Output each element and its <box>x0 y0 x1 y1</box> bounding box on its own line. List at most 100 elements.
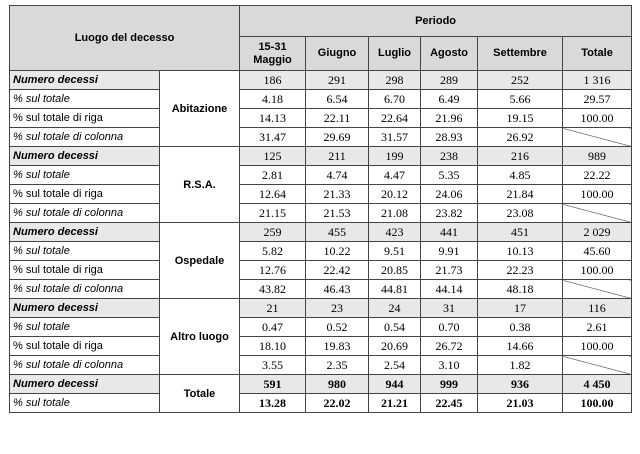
table-row: % sul totale di colonna 31.47 29.69 31.57 28… <box>9 127 633 147</box>
group-label: R.S.A. <box>158 146 241 223</box>
table-row: Numero decessi R.S.A. 125 211 199 238 216 989 <box>9 146 633 223</box>
cell-sul-totale: 10.13 <box>477 241 564 261</box>
cell-numero: 216 <box>477 146 564 166</box>
cell-numero: 2 029 <box>562 222 633 242</box>
row-label-numero: Numero decessi <box>9 146 160 166</box>
row-label-riga: % sul totale di riga <box>9 108 160 128</box>
cell-numero: 125 <box>239 146 307 166</box>
cell-riga: 14.66 <box>477 336 564 356</box>
cell-riga: 21.84 <box>477 184 564 204</box>
cell-sul-totale: 4.18 <box>239 89 307 109</box>
cell-colonna: 23.82 <box>420 203 479 223</box>
cell-colonna <box>562 279 633 299</box>
cell-numero: 252 <box>477 70 564 90</box>
cell-numero: 199 <box>368 146 422 166</box>
cell-colonna: 48.18 <box>477 279 564 299</box>
cell-sul-totale: 9.91 <box>420 241 479 261</box>
cell-sul-totale: 2.61 <box>562 317 633 337</box>
table-row: % sul totale 0.47 0.52 0.54 0.70 0.38 2.61 <box>9 317 633 337</box>
cell-numero: 24 <box>368 298 422 318</box>
cell-numero: 451 <box>477 222 564 242</box>
cell-riga: 19.83 <box>305 336 370 356</box>
cell-sul-totale: 21.03 <box>477 393 564 413</box>
cell-sul-totale: 0.47 <box>239 317 307 337</box>
cell-riga: 22.64 <box>368 108 422 128</box>
cell-colonna: 23.08 <box>477 203 564 223</box>
cell-colonna: 43.82 <box>239 279 307 299</box>
cell-sul-totale: 45.60 <box>562 241 633 261</box>
cell-riga: 12.76 <box>239 260 307 280</box>
cell-riga: 26.72 <box>420 336 479 356</box>
col-header-luglio: Luglio <box>368 36 422 71</box>
cell-sul-totale: 0.52 <box>305 317 370 337</box>
cell-numero: 944 <box>368 374 422 394</box>
periodo-header: Periodo <box>239 5 633 37</box>
group-label: Abitazione <box>158 70 241 147</box>
cell-colonna <box>562 203 633 223</box>
cell-colonna <box>562 127 633 147</box>
row-label-numero: Numero decessi <box>9 298 160 318</box>
table-row: % sul totale 13.28 22.02 21.21 22.45 21.03 100… <box>9 393 633 413</box>
cell-numero: 298 <box>368 70 422 90</box>
cell-numero: 238 <box>420 146 479 166</box>
cell-sul-totale: 22.22 <box>562 165 633 185</box>
cell-numero: 989 <box>562 146 633 166</box>
cell-numero: 17 <box>477 298 564 318</box>
cell-numero: 591 <box>239 374 307 394</box>
row-label-riga: % sul totale di riga <box>9 184 160 204</box>
table-body: Numero decessi Abitazione 186 291 298 289 252 1… <box>9 70 633 413</box>
table-row: Numero decessi Totale 591 980 944 999 936 4 450 <box>9 374 633 413</box>
row-label-colonna: % sul totale di colonna <box>9 203 160 223</box>
table-row: % sul totale 5.82 10.22 9.51 9.91 10.13 45.60 <box>9 241 633 261</box>
table-row: % sul totale di riga 12.76 22.42 20.85 21.73… <box>9 260 633 280</box>
cell-sul-totale: 21.21 <box>368 393 422 413</box>
row-label-sul-totale: % sul totale <box>9 393 160 413</box>
cell-colonna: 21.08 <box>368 203 422 223</box>
cell-riga: 100.00 <box>562 108 633 128</box>
table-row: % sul totale di colonna 3.55 2.35 2.54 3.10 1… <box>9 355 633 375</box>
row-label-colonna: % sul totale di colonna <box>9 355 160 375</box>
row-label-colonna: % sul totale di colonna <box>9 279 160 299</box>
cell-colonna: 2.54 <box>368 355 422 375</box>
cell-colonna: 26.92 <box>477 127 564 147</box>
row-label-sul-totale: % sul totale <box>9 317 160 337</box>
cell-sul-totale: 4.74 <box>305 165 370 185</box>
row-label-sul-totale: % sul totale <box>9 165 160 185</box>
col-header-maggio: 15-31 Maggio <box>239 36 307 71</box>
cell-numero: 31 <box>420 298 479 318</box>
table-row: % sul totale 2.81 4.74 4.47 5.35 4.85 22.22 <box>9 165 633 185</box>
table-row: % sul totale di riga 14.13 22.11 22.64 21.96… <box>9 108 633 128</box>
cell-riga: 19.15 <box>477 108 564 128</box>
cell-numero: 186 <box>239 70 307 90</box>
cell-colonna: 44.81 <box>368 279 422 299</box>
cell-riga: 24.06 <box>420 184 479 204</box>
cell-riga: 100.00 <box>562 184 633 204</box>
cell-numero: 289 <box>420 70 479 90</box>
cell-colonna: 31.57 <box>368 127 422 147</box>
cell-colonna: 46.43 <box>305 279 370 299</box>
cell-numero: 4 450 <box>562 374 633 394</box>
cell-sul-totale: 6.54 <box>305 89 370 109</box>
table-row: % sul totale di riga 12.64 21.33 20.12 24.06… <box>9 184 633 204</box>
col-header-giugno: Giugno <box>305 36 370 71</box>
cell-sul-totale: 4.47 <box>368 165 422 185</box>
cell-sul-totale: 10.22 <box>305 241 370 261</box>
table-row: % sul totale di colonna 21.15 21.53 21.08 23… <box>9 203 633 223</box>
cell-colonna: 1.82 <box>477 355 564 375</box>
luogo-header: Luogo del decesso <box>8 5 241 71</box>
cell-numero: 980 <box>305 374 370 394</box>
cell-sul-totale: 22.45 <box>420 393 479 413</box>
cell-sul-totale: 13.28 <box>239 393 307 413</box>
cell-riga: 100.00 <box>562 336 633 356</box>
cell-sul-totale: 5.82 <box>239 241 307 261</box>
cell-colonna: 21.15 <box>239 203 307 223</box>
cell-numero: 441 <box>420 222 479 242</box>
cell-sul-totale: 29.57 <box>562 89 633 109</box>
cell-riga: 22.11 <box>305 108 370 128</box>
cell-sul-totale: 0.38 <box>477 317 564 337</box>
row-label-numero: Numero decessi <box>9 70 160 90</box>
row-label-sul-totale: % sul totale <box>9 241 160 261</box>
cell-riga: 21.96 <box>420 108 479 128</box>
cell-sul-totale: 0.70 <box>420 317 479 337</box>
group-label: Altro luogo <box>158 298 241 375</box>
